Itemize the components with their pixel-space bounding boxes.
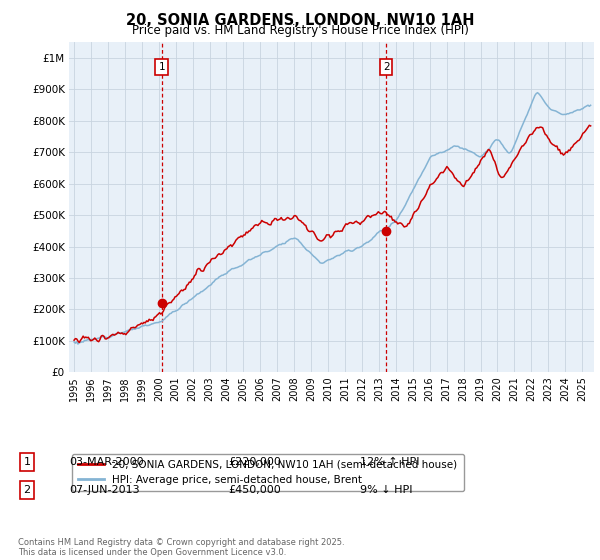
Text: 1: 1 (23, 457, 31, 467)
Legend: 20, SONIA GARDENS, LONDON, NW10 1AH (semi-detached house), HPI: Average price, s: 20, SONIA GARDENS, LONDON, NW10 1AH (sem… (71, 454, 464, 491)
Text: 12% ↑ HPI: 12% ↑ HPI (360, 457, 419, 467)
Text: Price paid vs. HM Land Registry's House Price Index (HPI): Price paid vs. HM Land Registry's House … (131, 24, 469, 37)
Text: £450,000: £450,000 (228, 485, 281, 495)
Text: 1: 1 (158, 62, 165, 72)
Text: 2: 2 (23, 485, 31, 495)
Text: 20, SONIA GARDENS, LONDON, NW10 1AH: 20, SONIA GARDENS, LONDON, NW10 1AH (126, 13, 474, 29)
Text: 2: 2 (383, 62, 389, 72)
Text: £220,000: £220,000 (228, 457, 281, 467)
Text: Contains HM Land Registry data © Crown copyright and database right 2025.
This d: Contains HM Land Registry data © Crown c… (18, 538, 344, 557)
Text: 07-JUN-2013: 07-JUN-2013 (69, 485, 140, 495)
Text: 9% ↓ HPI: 9% ↓ HPI (360, 485, 413, 495)
Text: 03-MAR-2000: 03-MAR-2000 (69, 457, 143, 467)
